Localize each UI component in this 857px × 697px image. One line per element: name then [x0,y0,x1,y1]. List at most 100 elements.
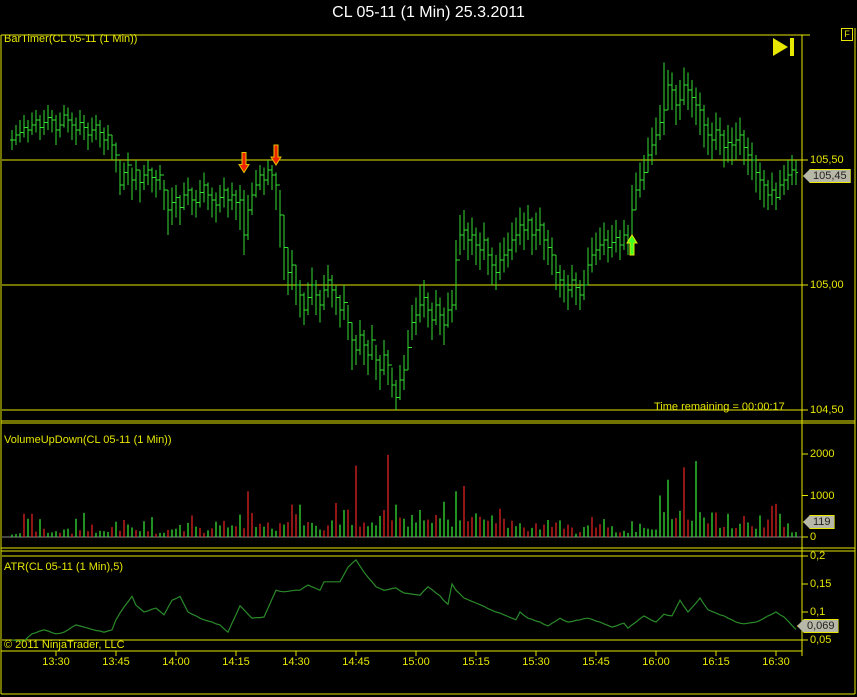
price-bar [118,154,122,195]
price-bar [190,187,194,215]
price-bar [718,117,722,155]
price-bar [242,190,246,255]
price-bar [478,232,482,270]
price-bar [758,162,762,200]
price-bar [482,222,486,260]
price-bar [642,155,646,190]
price-bar [726,125,730,163]
atr-panel-label: ATR(CL 05-11 (1 Min),5) [4,561,123,573]
price-bar [786,160,790,190]
price-bar [470,217,474,255]
price-bar [614,220,618,253]
atr-tick-label: 0,15 [810,578,832,590]
price-bars [10,62,798,410]
price-bar [50,110,54,133]
float-button[interactable]: F [841,28,853,41]
price-bar [14,125,18,145]
price-bar [462,210,466,250]
price-bar [78,110,82,135]
price-bar [42,110,46,135]
price-bar [66,107,70,133]
atr-tick-label: 0,05 [810,634,832,646]
price-bar [370,325,374,360]
price-bar [186,177,190,205]
price-bar [34,110,38,133]
price-bar [750,142,754,180]
price-bar [86,122,90,150]
time-tick-label: 16:15 [702,656,730,668]
price-bar [530,217,534,255]
price-bar [734,122,738,160]
price-bar [538,207,542,245]
price-bar [218,185,222,213]
price-bar [770,172,774,205]
price-bar [730,127,734,165]
price-bar [446,292,450,328]
price-bar [618,230,622,260]
price-bar [326,265,330,298]
price-bar [266,160,270,185]
price-bar [570,265,574,298]
price-bar [94,115,98,140]
price-bar [130,164,134,200]
copyright: © 2011 NinjaTrader, LLC [4,639,125,651]
price-bar [278,184,282,248]
price-bar [358,320,362,355]
time-tick-label: 15:30 [522,656,550,668]
price-bar [426,292,430,328]
time-tick-label: 15:15 [462,656,490,668]
price-bar [362,330,366,365]
price-bar [474,227,478,265]
price-bar [542,222,546,260]
time-remaining: Time remaining = 00:00:17 [654,401,785,413]
time-tick-label: 14:30 [282,656,310,668]
price-bar [294,264,298,305]
price-bar [578,280,582,310]
price-bar [694,87,698,125]
volume-tick-label: 1000 [810,489,835,502]
price-bar [10,130,14,150]
price-bar [450,290,454,323]
price-bar [794,160,798,185]
price-bar [262,167,266,195]
price-bar [518,207,522,245]
price-bar [230,182,234,210]
price-bar [22,115,26,138]
chart-title: CL 05-11 (1 Min) 25.3.2011 [332,4,525,21]
price-bar [70,112,74,140]
price-bar [534,212,538,250]
price-bar [54,115,58,145]
price-bar [790,155,794,185]
price-bar [662,62,666,135]
price-bar [714,112,718,150]
time-tick-label: 15:45 [582,656,610,668]
price-bar [638,162,642,198]
up-arrow-icon [626,234,638,256]
price-bar [634,172,638,211]
atr-tick-label: 0,1 [810,606,826,618]
price-bar [674,85,678,125]
price-bar [722,130,726,168]
last-price-tag: 105,45 [803,169,851,183]
price-bar [202,172,206,203]
price-bar [522,212,526,250]
price-bar [582,270,586,300]
price-bar [746,137,750,175]
price-bar [774,182,778,210]
price-bar [18,120,22,143]
price-bar [234,190,238,220]
price-bar [762,170,766,208]
price-bar [590,237,594,273]
time-tick-label: 13:30 [42,656,70,668]
price-bar [658,105,662,140]
price-bar [354,335,358,365]
price-bar [670,72,674,110]
bar-timer-icon[interactable] [773,38,794,56]
price-bar [74,117,78,145]
price-bar [30,112,34,135]
price-bar [562,270,566,303]
price-bar [174,185,178,218]
price-bar [606,230,610,263]
price-bar [26,120,30,143]
price-bar [550,237,554,275]
